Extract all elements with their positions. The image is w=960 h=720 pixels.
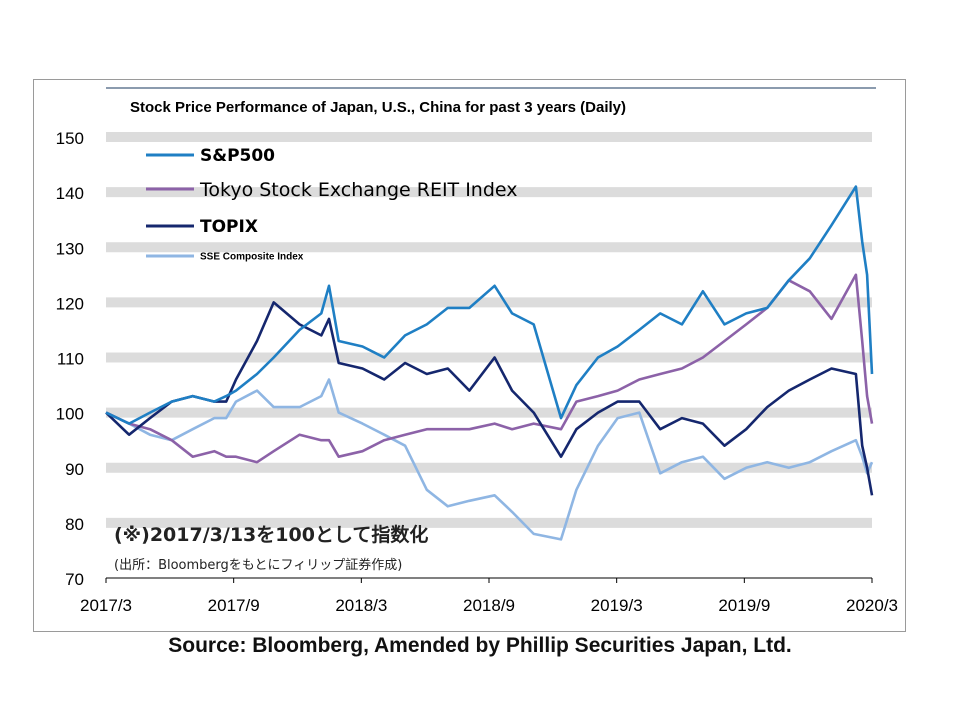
y-tick-label: 110 bbox=[57, 350, 84, 369]
grid-band-100 bbox=[106, 407, 872, 418]
x-tick-label: 2017/9 bbox=[208, 596, 260, 615]
grid-band-120 bbox=[106, 297, 872, 308]
x-tick-label: 2018/9 bbox=[463, 596, 515, 615]
y-tick-label: 80 bbox=[65, 515, 84, 534]
y-tick-label: 120 bbox=[56, 294, 84, 313]
grid-band-90 bbox=[106, 462, 872, 473]
y-tick-label: 70 bbox=[65, 570, 84, 589]
series-line-3 bbox=[105, 378, 874, 541]
chart-frame: Stock Price Performance of Japan, U.S., … bbox=[33, 79, 906, 632]
grid-band-110 bbox=[106, 352, 872, 363]
grid-band-130 bbox=[106, 242, 872, 253]
grid-band-140 bbox=[106, 187, 872, 198]
legend: S&P500 Tokyo Stock Exchange REIT Index TOP… bbox=[146, 146, 518, 263]
x-tick-label: 2017/3 bbox=[80, 596, 132, 615]
series-line-2 bbox=[105, 301, 874, 496]
annotation-main: (※)2017/3/13を100として指数化 bbox=[114, 523, 428, 546]
y-tick-label: 90 bbox=[65, 460, 84, 479]
source-caption: Source: Bloomberg, Amended by Phillip Se… bbox=[168, 634, 792, 657]
x-tick-labels: 2017/3 2017/9 2018/3 2018/9 2019/3 2019/9 2020… bbox=[80, 578, 898, 615]
grid-band-80 bbox=[106, 517, 872, 528]
y-tick-label: 150 bbox=[56, 129, 84, 148]
y-tick-label: 140 bbox=[56, 184, 84, 203]
series-line-0 bbox=[105, 185, 874, 425]
series-lines bbox=[105, 185, 874, 541]
chart-title: Stock Price Performance of Japan, U.S., … bbox=[130, 99, 626, 116]
legend-label: TOPIX bbox=[200, 217, 258, 237]
legend-label: S&P500 bbox=[200, 146, 275, 166]
legend-label: SSE Composite Index bbox=[200, 252, 304, 263]
x-tick-label: 2018/3 bbox=[335, 596, 387, 615]
y-tick-label: 100 bbox=[56, 405, 84, 424]
legend-label: Tokyo Stock Exchange REIT Index bbox=[199, 179, 518, 201]
line-chart: Stock Price Performance of Japan, U.S., … bbox=[56, 87, 898, 615]
y-tick-labels: 70 80 90 100 110 120 130 140 150 bbox=[56, 129, 84, 589]
grid-bands bbox=[106, 132, 872, 528]
x-tick-label: 2020/3 bbox=[846, 596, 898, 615]
x-tick-label: 2019/3 bbox=[591, 596, 643, 615]
grid-band-150 bbox=[106, 132, 872, 142]
annotation-sub: (出所：Bloombergをもとにフィリップ証券作成) bbox=[114, 557, 402, 573]
y-tick-label: 130 bbox=[56, 239, 84, 258]
x-tick-label: 2019/9 bbox=[718, 596, 770, 615]
